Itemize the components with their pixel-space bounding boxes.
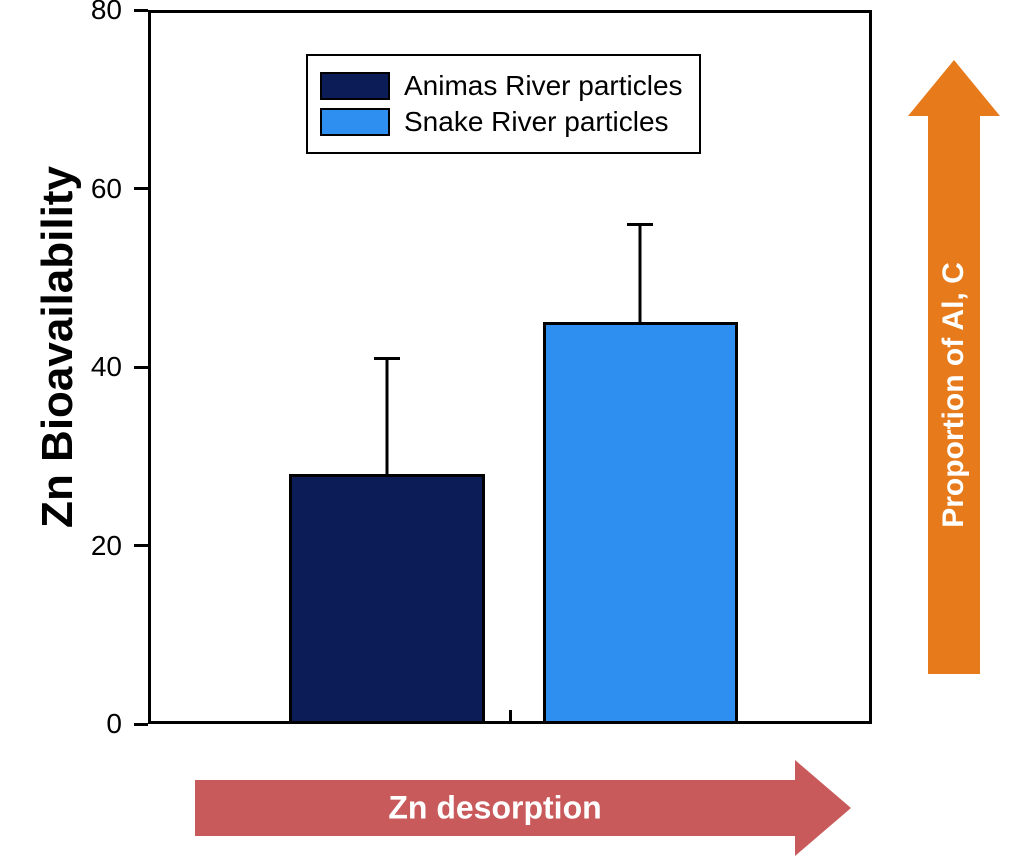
error-bar — [385, 358, 388, 474]
y-tick — [134, 9, 148, 12]
y-axis-title: Zn Bioavailability — [33, 166, 83, 528]
y-tick — [134, 366, 148, 369]
error-bar — [639, 224, 642, 322]
right-arrow: Proportion of Al, C — [908, 60, 1000, 674]
y-tick-label: 80 — [91, 0, 130, 26]
y-tick-label: 20 — [91, 530, 130, 562]
bar — [289, 474, 484, 724]
bottom-arrow: Zn desorption — [195, 760, 851, 856]
legend-label: Snake River particles — [404, 106, 669, 138]
y-tick-label: 40 — [91, 351, 130, 383]
right-arrow-label: Proportion of Al, C — [937, 262, 971, 528]
bottom-arrow-label: Zn desorption — [388, 790, 601, 827]
x-tick — [509, 710, 512, 724]
error-bar-cap — [627, 223, 653, 226]
bar — [543, 322, 738, 724]
y-tick — [134, 723, 148, 726]
bottom-arrow-head — [795, 760, 851, 856]
y-tick — [134, 187, 148, 190]
legend: Animas River particles Snake River partic… — [306, 54, 701, 154]
legend-item: Snake River particles — [320, 106, 683, 138]
legend-label: Animas River particles — [404, 70, 683, 102]
y-tick — [134, 544, 148, 547]
y-tick-label: 60 — [91, 173, 130, 205]
error-bar-cap — [374, 357, 400, 360]
y-tick-label: 0 — [106, 708, 130, 740]
right-arrow-head — [908, 60, 1000, 116]
legend-item: Animas River particles — [320, 70, 683, 102]
legend-swatch — [320, 108, 390, 136]
legend-swatch — [320, 72, 390, 100]
figure: Zn Bioavailability Animas River particle… — [0, 0, 1024, 859]
